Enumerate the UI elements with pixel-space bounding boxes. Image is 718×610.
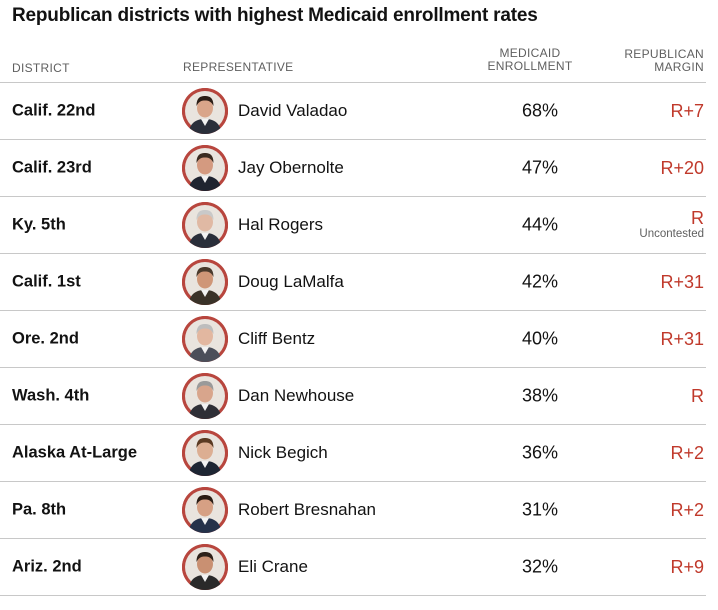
representative-avatar xyxy=(182,316,228,362)
enrollment-value: 40% xyxy=(521,328,559,349)
district-cell: Ky. 5th xyxy=(12,215,66,234)
portrait-icon xyxy=(182,544,228,590)
table-row: Calif. 1st Doug LaMalfa 42% R+31 xyxy=(0,254,706,311)
margin-text: R+20 xyxy=(660,158,704,178)
enrollment-value: 36% xyxy=(521,442,559,463)
representative-avatar xyxy=(182,202,228,248)
table-row: Calif. 22nd David Valadao 68% R+7 xyxy=(0,83,706,140)
portrait-icon xyxy=(182,145,228,191)
district-cell: Ore. 2nd xyxy=(12,329,79,348)
representative-name: Nick Begich xyxy=(238,443,328,462)
column-header-representative: REPRESENTATIVE xyxy=(183,60,294,74)
enrollment-value: 31% xyxy=(521,499,559,520)
representative-avatar xyxy=(182,373,228,419)
enrollment-value: 44% xyxy=(521,214,559,235)
table-row: Pa. 8th Robert Bresnahan 31% R+2 xyxy=(0,482,706,539)
district-cell: Pa. 8th xyxy=(12,500,67,519)
margin-value: R xyxy=(691,387,704,405)
representative-name: Jay Obernolte xyxy=(238,158,344,177)
margin-value: R Uncontested xyxy=(639,209,704,241)
portrait-icon xyxy=(182,430,228,476)
table-row: Ariz. 2nd Eli Crane 32% R+9 xyxy=(0,539,706,596)
margin-note: Uncontested xyxy=(639,228,704,240)
table-row: Ore. 2nd Cliff Bentz 40% R+31 xyxy=(0,311,706,368)
representative-avatar xyxy=(182,487,228,533)
representative-avatar xyxy=(182,544,228,590)
representative-name: Robert Bresnahan xyxy=(238,500,376,519)
margin-text: R xyxy=(691,208,704,228)
table-row: Wash. 4th Dan Newhouse 38% R xyxy=(0,368,706,425)
margin-value: R+20 xyxy=(660,159,704,177)
district-cell: Calif. 23rd xyxy=(12,158,92,177)
margin-value: R+31 xyxy=(660,273,704,291)
district-cell: Calif. 22nd xyxy=(12,101,96,120)
portrait-icon xyxy=(182,316,228,362)
portrait-icon xyxy=(182,88,228,134)
column-header-enrollment-line2: ENROLLMENT xyxy=(487,59,573,73)
column-header-margin-line2: MARGIN xyxy=(654,60,704,74)
portrait-icon xyxy=(182,202,228,248)
district-cell: Wash. 4th xyxy=(12,386,90,405)
margin-text: R+9 xyxy=(670,557,704,577)
district-cell: Alaska At-Large xyxy=(12,443,138,462)
column-header-enrollment-line1: MEDICAID xyxy=(499,46,561,60)
margin-text: R+31 xyxy=(660,272,704,292)
table-row: Calif. 23rd Jay Obernolte 47% R+20 xyxy=(0,140,706,197)
representative-avatar xyxy=(182,88,228,134)
enrollment-value: 42% xyxy=(521,271,559,292)
representative-name: Cliff Bentz xyxy=(238,329,316,348)
representative-name: Hal Rogers xyxy=(238,215,324,234)
district-cell: Calif. 1st xyxy=(12,272,81,291)
page-title: Republican districts with highest Medica… xyxy=(12,5,538,26)
representative-avatar xyxy=(182,430,228,476)
enrollment-value: 68% xyxy=(521,100,559,121)
column-header-margin: REPUBLICAN MARGIN xyxy=(614,48,704,74)
margin-value: R+7 xyxy=(670,102,704,120)
representative-name: David Valadao xyxy=(238,101,348,120)
portrait-icon xyxy=(182,373,228,419)
margin-value: R+2 xyxy=(670,444,704,462)
column-header-district: DISTRICT xyxy=(12,61,70,75)
margin-text: R+2 xyxy=(670,443,704,463)
margin-value: R+2 xyxy=(670,501,704,519)
margin-text: R xyxy=(691,386,704,406)
representative-name: Dan Newhouse xyxy=(238,386,355,405)
table-header: DISTRICT REPRESENTATIVE MEDICAID ENROLLM… xyxy=(0,44,706,83)
portrait-icon xyxy=(182,259,228,305)
column-header-enrollment: MEDICAID ENROLLMENT xyxy=(486,47,574,73)
column-header-margin-line1: REPUBLICAN xyxy=(624,47,704,61)
representative-name: Doug LaMalfa xyxy=(238,272,344,291)
table-row: Ky. 5th Hal Rogers 44% R Uncontested xyxy=(0,197,706,254)
representative-avatar xyxy=(182,259,228,305)
district-cell: Ariz. 2nd xyxy=(12,557,82,576)
representative-name: Eli Crane xyxy=(238,557,308,576)
table-row: Alaska At-Large Nick Begich 36% R+2 xyxy=(0,425,706,482)
enrollment-value: 47% xyxy=(521,157,559,178)
table-body: Calif. 22nd David Valadao 68% R+7 Calif. 23r… xyxy=(0,83,706,596)
margin-text: R+31 xyxy=(660,329,704,349)
enrollment-value: 32% xyxy=(521,556,559,577)
margin-value: R+31 xyxy=(660,330,704,348)
portrait-icon xyxy=(182,487,228,533)
enrollment-value: 38% xyxy=(521,385,559,406)
margin-text: R+2 xyxy=(670,500,704,520)
margin-text: R+7 xyxy=(670,101,704,121)
representative-avatar xyxy=(182,145,228,191)
margin-value: R+9 xyxy=(670,558,704,576)
